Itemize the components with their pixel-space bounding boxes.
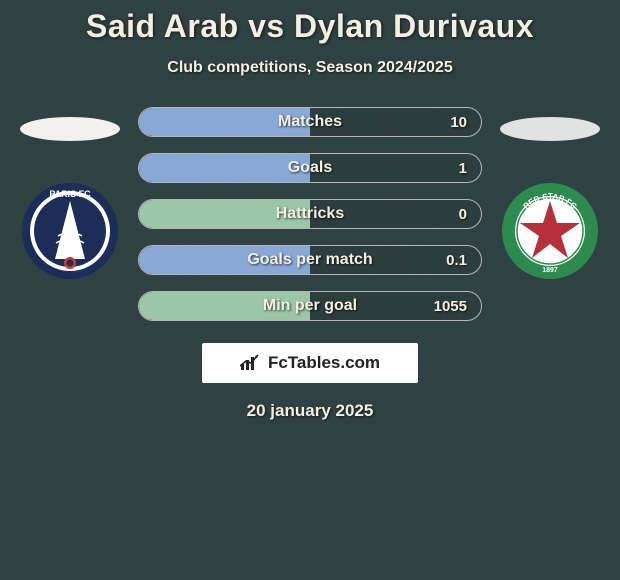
stat-value-right: 10: [450, 114, 467, 131]
left-player-column: PARIS FC: [10, 105, 130, 281]
stat-row-matches: Matches 10: [138, 107, 482, 137]
right-club-logo: RED STAR FC 1897: [500, 181, 600, 281]
stat-row-min-per-goal: Min per goal 1055: [138, 291, 482, 321]
right-player-column: RED STAR FC 1897: [490, 105, 610, 281]
svg-text:PARIS FC: PARIS FC: [49, 189, 91, 199]
stat-label: Goals: [139, 159, 481, 177]
stat-label: Min per goal: [139, 297, 481, 315]
left-player-ellipse: [20, 117, 120, 141]
comparison-subtitle: Club competitions, Season 2024/2025: [0, 59, 620, 77]
stat-label: Matches: [139, 113, 481, 131]
stat-label: Goals per match: [139, 251, 481, 269]
paris-fc-logo-icon: PARIS FC: [20, 181, 120, 281]
red-star-fc-logo-icon: RED STAR FC 1897: [500, 181, 600, 281]
stat-value-right: 0: [459, 206, 467, 223]
svg-text:1897: 1897: [542, 267, 558, 274]
stat-row-goals: Goals 1: [138, 153, 482, 183]
stat-row-goals-per-match: Goals per match 0.1: [138, 245, 482, 275]
left-club-logo: PARIS FC: [20, 181, 120, 281]
stats-container: Matches 10 Goals 1 Hattricks 0 Goals per…: [130, 107, 490, 321]
stat-value-right: 1: [459, 160, 467, 177]
stat-value-right: 1055: [434, 298, 467, 315]
branding-badge: FcTables.com: [202, 343, 418, 383]
main-row: PARIS FC Matches 10 Goals 1 Hattricks 0 …: [0, 105, 620, 321]
branding-text: FcTables.com: [268, 353, 380, 373]
bar-chart-icon: [240, 354, 262, 372]
comparison-date: 20 january 2025: [0, 401, 620, 421]
stat-row-hattricks: Hattricks 0: [138, 199, 482, 229]
comparison-title: Said Arab vs Dylan Durivaux: [0, 0, 620, 45]
right-player-ellipse: [500, 117, 600, 141]
stat-value-right: 0.1: [446, 252, 467, 269]
stat-label: Hattricks: [139, 205, 481, 223]
